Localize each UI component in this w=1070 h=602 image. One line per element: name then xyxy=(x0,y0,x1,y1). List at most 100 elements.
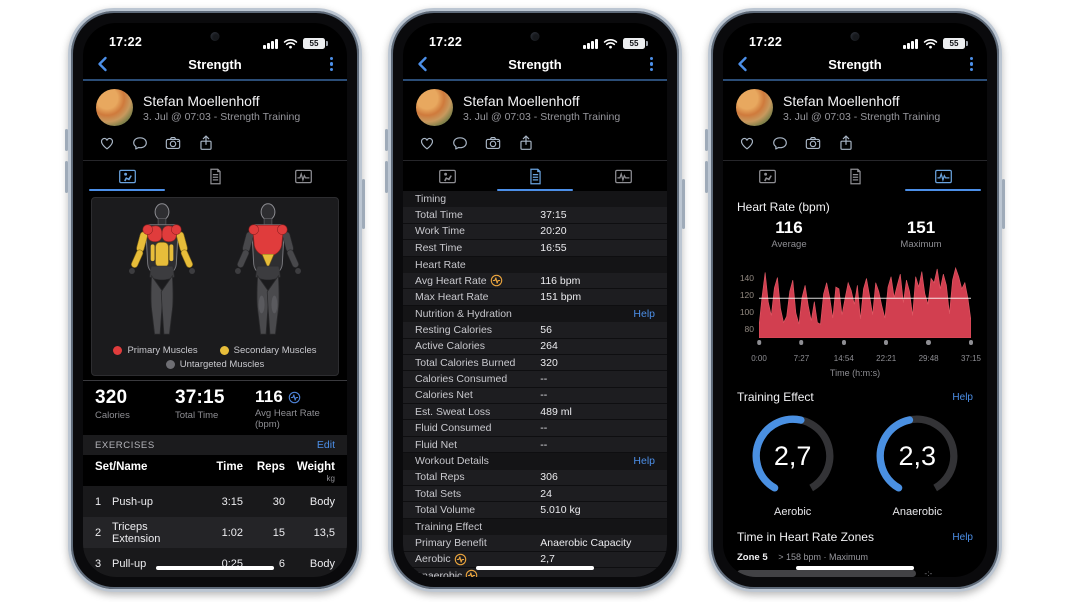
tab-bar xyxy=(83,161,347,191)
stat-label: Rest Time xyxy=(415,241,463,254)
stats-list-icon xyxy=(529,168,541,184)
tab-charts[interactable] xyxy=(579,161,667,191)
share-icon[interactable] xyxy=(837,134,855,152)
avatar[interactable] xyxy=(96,89,133,126)
overflow-menu-button[interactable] xyxy=(943,56,973,72)
comment-icon[interactable] xyxy=(771,134,789,152)
overflow-menu-button[interactable] xyxy=(303,56,333,72)
back-button[interactable] xyxy=(737,56,767,72)
tab-stats[interactable] xyxy=(171,161,259,191)
x-tick-label: 37:15 xyxy=(960,353,982,363)
muscle-map-icon xyxy=(438,169,456,183)
muscle-map-view: Primary Muscles Secondary Muscles Untarg… xyxy=(83,191,347,577)
stat-label: Max Heart Rate xyxy=(415,291,489,304)
volume-up-button xyxy=(705,129,708,151)
wifi-icon xyxy=(603,39,618,49)
x-tick-dot xyxy=(756,340,762,345)
tab-muscle-map[interactable] xyxy=(723,161,811,191)
weight-header: Weight xyxy=(296,461,335,473)
phone-3: 17:22 55 Strength Stefan Moellenhoff 3. … xyxy=(705,8,1005,592)
exercise-time: 1:02 xyxy=(221,526,243,539)
stat-value: 264 xyxy=(540,340,558,353)
comment-icon[interactable] xyxy=(131,134,149,152)
muscle-map-back xyxy=(235,203,302,335)
stat-label: Fluid Consumed xyxy=(415,422,492,435)
stats-row: Aerobic 2,7 xyxy=(403,551,667,568)
stat-value: -- xyxy=(540,438,548,451)
stats-section-header: Nutrition & Hydration Help xyxy=(403,305,667,323)
phone-2-screen: 17:22 55 Strength Stefan Moellenhoff 3. … xyxy=(403,23,667,577)
camera-icon[interactable] xyxy=(484,134,502,152)
summary-avg-hr: 116 Avg Heart Rate (bpm) xyxy=(255,387,335,430)
like-heart-icon[interactable] xyxy=(418,134,436,152)
edit-link[interactable]: Edit xyxy=(316,439,335,451)
stats-list-icon xyxy=(849,168,861,184)
help-link[interactable]: Help xyxy=(633,455,655,468)
profile-row[interactable]: Stefan Moellenhoff 3. Jul @ 07:03 - Stre… xyxy=(403,81,667,133)
volume-up-button xyxy=(65,129,68,151)
overflow-menu-button[interactable] xyxy=(623,56,653,72)
stat-label: Work Time xyxy=(415,225,465,238)
profile-row[interactable]: Stefan Moellenhoff 3. Jul @ 07:03 - Stre… xyxy=(723,81,987,133)
exercise-row[interactable]: 1 Push-up 3:15 30 Body xyxy=(83,486,347,517)
help-link[interactable]: Help xyxy=(633,307,655,320)
tab-muscle-map[interactable] xyxy=(83,161,171,191)
muscle-legend-row-1: Primary Muscles Secondary Muscles xyxy=(98,345,332,356)
help-link[interactable]: Help xyxy=(952,531,973,543)
aerobic-value: 2,7 xyxy=(773,440,812,471)
tab-charts[interactable] xyxy=(899,161,987,191)
legend-label: Untargeted Muscles xyxy=(179,359,265,370)
cellular-signal-icon xyxy=(583,38,598,49)
nav-bar: Strength xyxy=(83,49,347,79)
x-tick-dot xyxy=(799,340,804,345)
heart-rate-chart[interactable]: 80 100 120 140 xyxy=(740,262,971,338)
tab-stats[interactable] xyxy=(811,161,899,191)
hr-chart-title: Heart Rate (bpm) xyxy=(737,200,830,214)
x-tick-label: 0:00 xyxy=(751,353,767,363)
nav-bar: Strength xyxy=(723,49,987,79)
profile-row[interactable]: Stefan Moellenhoff 3. Jul @ 07:03 - Stre… xyxy=(83,81,347,133)
share-icon[interactable] xyxy=(517,134,535,152)
wifi-icon xyxy=(923,39,938,49)
stat-label: Total Reps xyxy=(415,471,465,484)
status-bar: 17:22 55 xyxy=(403,23,667,49)
summary-value: 116 xyxy=(255,387,335,407)
tab-bar xyxy=(723,161,987,191)
camera-icon[interactable] xyxy=(164,134,182,152)
share-icon[interactable] xyxy=(197,134,215,152)
tab-stats[interactable] xyxy=(491,161,579,191)
avatar[interactable] xyxy=(736,89,773,126)
stat-label: Fluid Net xyxy=(415,438,458,451)
like-heart-icon[interactable] xyxy=(738,134,756,152)
stats-row: Total Sets 24 xyxy=(403,486,667,503)
tab-charts[interactable] xyxy=(259,161,347,191)
stats-list-icon xyxy=(209,168,221,184)
profile-name: Stefan Moellenhoff xyxy=(783,92,900,109)
stats-row: Anaerobic xyxy=(403,567,667,577)
phone-1: 17:22 55 Strength Stefan Moellenhoff 3. … xyxy=(65,8,365,592)
y-tick-label: 140 xyxy=(739,272,754,283)
back-button[interactable] xyxy=(97,56,127,72)
home-indicator[interactable] xyxy=(476,566,594,570)
comment-icon[interactable] xyxy=(451,134,469,152)
stats-section-header: Timing xyxy=(403,191,667,208)
home-indicator[interactable] xyxy=(796,566,914,570)
stat-label: Total Calories Burned xyxy=(415,356,516,369)
camera-icon[interactable] xyxy=(804,134,822,152)
col-set-name: Set/Name xyxy=(95,461,148,473)
home-indicator[interactable] xyxy=(156,566,274,570)
like-heart-icon[interactable] xyxy=(98,134,116,152)
exercise-row[interactable]: 2 Triceps Extension 1:02 15 13,5 xyxy=(83,517,347,548)
avatar[interactable] xyxy=(416,89,453,126)
summary-label: Calories xyxy=(95,410,130,421)
back-button[interactable] xyxy=(417,56,447,72)
tab-muscle-map[interactable] xyxy=(403,161,491,191)
summary-value: 320 xyxy=(95,387,128,408)
hr-average-value: 116 xyxy=(775,218,803,237)
avg-hr-number: 116 xyxy=(255,387,284,406)
exercise-row[interactable]: 3 Pull-up 0:25 6 Body xyxy=(83,548,347,577)
help-link[interactable]: Help xyxy=(952,391,973,403)
phone-3-screen: 17:22 55 Strength Stefan Moellenhoff 3. … xyxy=(723,23,987,577)
stat-label: Aerobic xyxy=(415,553,451,566)
phone-2: 17:22 55 Strength Stefan Moellenhoff 3. … xyxy=(385,8,685,592)
